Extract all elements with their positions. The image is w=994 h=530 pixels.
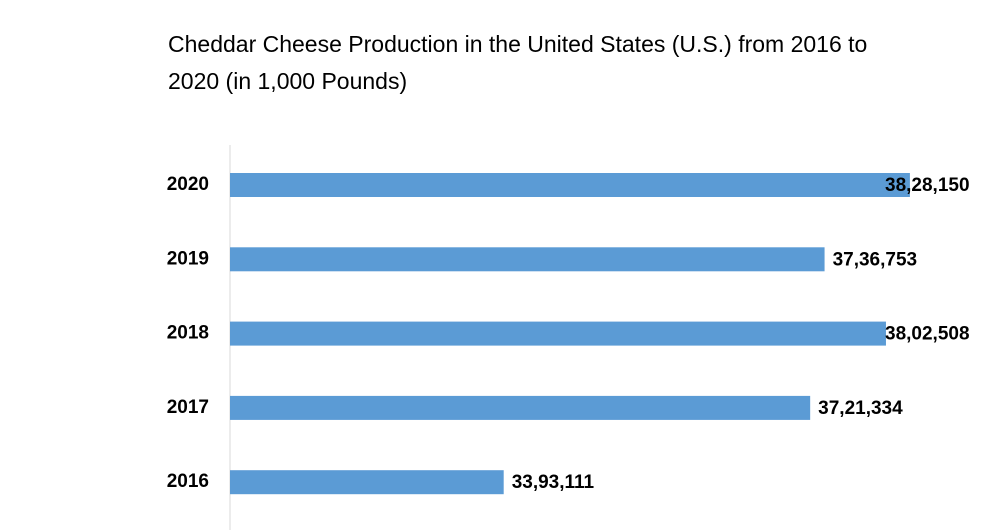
y-tick-label: 2017 bbox=[167, 397, 209, 418]
data-label: 37,21,334 bbox=[818, 398, 903, 419]
bar bbox=[230, 247, 825, 272]
bar bbox=[230, 395, 811, 420]
bar bbox=[230, 470, 504, 495]
y-tick-label: 2019 bbox=[167, 248, 209, 269]
y-tick-label: 2020 bbox=[167, 174, 209, 195]
y-tick-label: 2016 bbox=[167, 471, 209, 492]
chart-title: Cheddar Cheese Production in the United … bbox=[168, 31, 868, 94]
y-tick-label: 2018 bbox=[167, 323, 209, 344]
data-label: 33,93,111 bbox=[512, 472, 595, 493]
data-label: 38,02,508 bbox=[885, 324, 970, 345]
data-label: 38,28,150 bbox=[885, 175, 970, 196]
data-label: 37,36,753 bbox=[833, 249, 918, 270]
bar bbox=[230, 321, 886, 346]
bar bbox=[230, 173, 910, 197]
